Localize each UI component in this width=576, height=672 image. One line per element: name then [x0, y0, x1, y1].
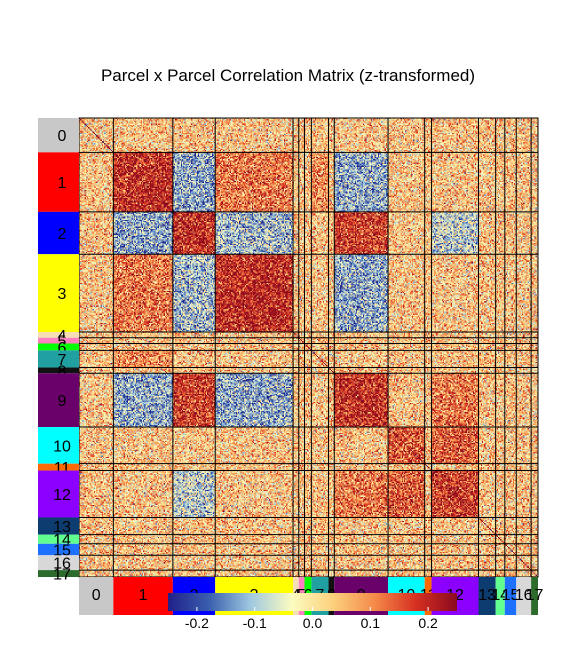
column-parcel-label: 14 [491, 587, 509, 604]
row-parcel-block [38, 332, 79, 338]
row-parcel-block [38, 367, 79, 374]
column-parcel-label: 0 [92, 587, 101, 604]
row-parcel-label: 6 [58, 340, 67, 357]
colorbar-tick-label: -0.2 [185, 615, 209, 631]
row-parcel-label: 0 [58, 128, 67, 145]
column-parcel-block [495, 577, 505, 615]
row-parcel-label: 4 [58, 328, 67, 345]
colorbar-tick-label: 0.2 [418, 615, 438, 631]
row-parcel-block [38, 343, 79, 351]
row-parcel-block [38, 427, 79, 464]
row-parcel-label: 12 [53, 487, 71, 504]
colorbar-legend: -0.2 -0.1 0.0 0.1 0.2 [168, 593, 457, 631]
row-parcel-label: 10 [53, 438, 71, 455]
block-grid-lines [78, 117, 539, 578]
row-parcel-label: 16 [53, 556, 71, 573]
row-parcel-block [38, 463, 79, 471]
column-parcel-label: 13 [478, 587, 496, 604]
row-parcel-block [38, 543, 79, 556]
correlation-matrix-cells [79, 118, 538, 577]
colorbar-tick-label: 0.1 [361, 615, 381, 631]
column-parcel-block [79, 577, 114, 615]
column-parcel-label: 1 [139, 587, 148, 604]
matrix-layer [79, 118, 538, 577]
colorbar-tick-label: 0.0 [303, 615, 323, 631]
column-parcel-block [531, 577, 538, 615]
row-parcel-block [38, 337, 79, 344]
column-parcel-label: 15 [502, 587, 520, 604]
row-parcel-label: 5 [58, 334, 67, 351]
row-parcel-label: 2 [58, 226, 67, 243]
column-parcel-block [516, 577, 532, 615]
row-parcel-block [38, 152, 79, 212]
column-parcel-block [478, 577, 496, 615]
row-parcel-block [38, 570, 79, 577]
row-parcel-label: 3 [58, 286, 67, 303]
row-parcel-block [38, 555, 79, 571]
chart-title: Parcel x Parcel Correlation Matrix (z-tr… [100, 66, 476, 85]
row-parcel-label: 17 [53, 567, 71, 584]
row-parcel-label: 7 [58, 352, 67, 369]
row-parcel-label: 9 [58, 393, 67, 410]
row-parcel-block [38, 211, 79, 255]
row-parcel-block [38, 350, 79, 368]
column-parcel-label: 16 [515, 587, 533, 604]
colorbar-gradient [168, 593, 457, 611]
row-parcel-block [38, 517, 79, 535]
row-parcel-block [38, 254, 79, 333]
column-parcel-label: 17 [526, 587, 544, 604]
colorbar-tick-label: -0.1 [243, 615, 267, 631]
row-parcel-block [38, 118, 79, 153]
column-parcel-block [113, 577, 173, 615]
row-parcel-block [38, 534, 79, 544]
row-parcel-label: 13 [53, 519, 71, 536]
row-parcel-label: 1 [58, 175, 67, 192]
row-parcel-block [38, 470, 79, 518]
row-parcel-label: 8 [58, 363, 67, 380]
column-parcel-block [504, 577, 517, 615]
row-parcel-block [38, 373, 79, 428]
